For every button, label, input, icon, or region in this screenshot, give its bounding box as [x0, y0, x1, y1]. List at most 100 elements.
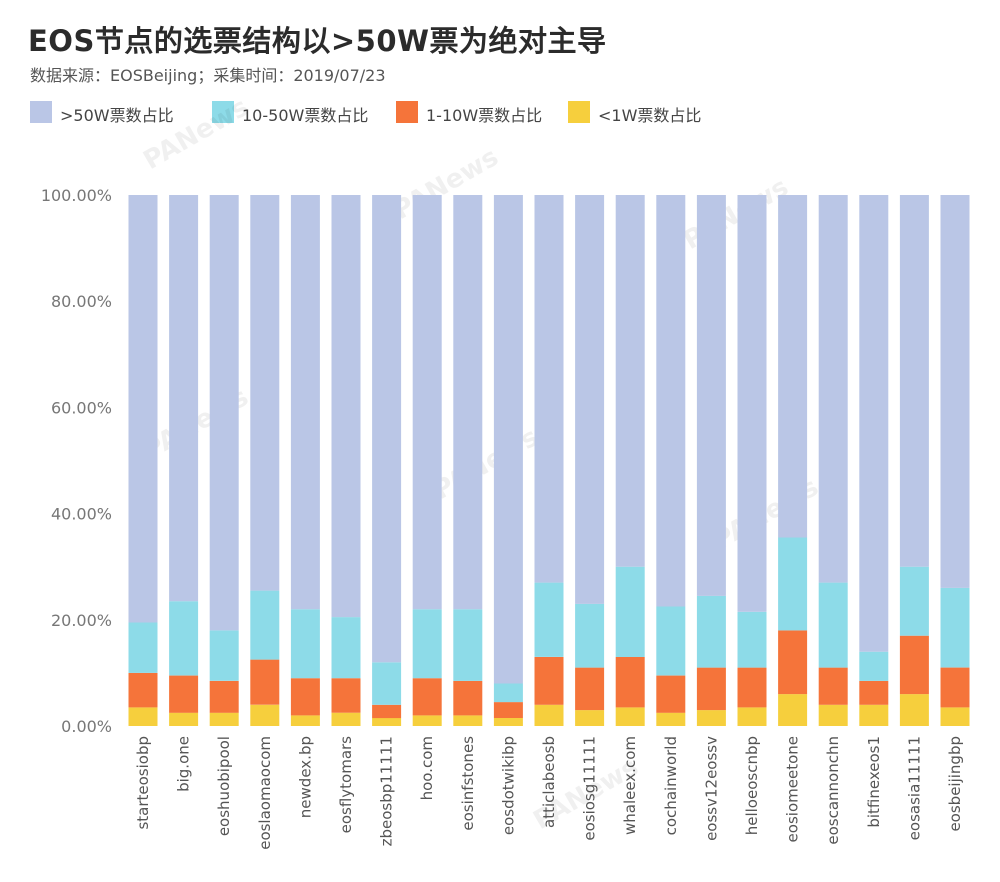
bar-segment — [331, 712, 361, 726]
legend-swatch-1-10w — [396, 101, 418, 123]
bar-segment — [250, 704, 280, 726]
watermark-text: PANews — [389, 142, 504, 226]
bar-segment — [615, 195, 645, 567]
x-tick-label: eosinfstones — [459, 736, 477, 831]
bar-segment — [290, 195, 320, 610]
bar-segment — [899, 694, 929, 726]
bar-segment — [250, 659, 280, 705]
bar-segment — [575, 195, 605, 604]
x-tick-label: eosbeijingbp — [946, 736, 964, 832]
y-tick-label: 20.00% — [51, 611, 112, 630]
legend-label-over-50w: >50W票数占比 — [60, 106, 174, 125]
bar-segment — [615, 566, 645, 657]
x-tick-label: eoscannonchn — [824, 736, 842, 845]
bar-segment — [778, 537, 808, 631]
bar-segment — [372, 704, 402, 719]
x-tick-label: atticlabeosb — [540, 736, 558, 828]
bar-segment — [534, 657, 564, 705]
x-tick-label: helloeoscnbp — [743, 736, 761, 835]
bar-segment — [737, 611, 767, 668]
bar-segment — [940, 707, 970, 726]
bar-segment — [696, 710, 726, 726]
bar-segment — [534, 195, 564, 583]
y-tick-label: 80.00% — [51, 292, 112, 311]
bar-segment — [331, 195, 361, 618]
bar-segment — [656, 606, 686, 676]
legend-swatch-10-50w — [212, 101, 234, 123]
bar-segment — [696, 195, 726, 596]
bar-segment — [453, 195, 483, 610]
bar-segment — [615, 657, 645, 708]
bar-segment — [615, 707, 645, 726]
bar-segment — [778, 195, 808, 538]
x-tick-label: whaleex.com — [621, 736, 639, 835]
bar-segment — [575, 603, 605, 668]
chart-title: EOS节点的选票结构以>50W票为绝对主导 — [28, 24, 607, 58]
bar-segment — [899, 566, 929, 636]
bar-segment — [453, 715, 483, 726]
bar-segment — [128, 707, 158, 726]
bar-segment — [453, 609, 483, 681]
bar-segment — [818, 704, 848, 726]
bar-segment — [453, 680, 483, 716]
bar-segment — [940, 667, 970, 708]
bar-segment — [940, 195, 970, 588]
bar-segment — [696, 667, 726, 711]
x-tick-label: eosiosg11111 — [581, 736, 599, 841]
watermark-text: PANews — [679, 172, 794, 256]
bar-segment — [290, 678, 320, 716]
y-tick-label: 40.00% — [51, 505, 112, 524]
bar-segment — [128, 622, 158, 673]
bar-segment — [169, 601, 199, 676]
bar-segment — [169, 712, 199, 726]
bar-segment — [331, 678, 361, 713]
x-tick-label: zbeosbp11111 — [378, 736, 396, 846]
bar-segment — [899, 195, 929, 567]
x-tick-label: eosflytomars — [337, 736, 355, 834]
bar-segment — [412, 195, 442, 610]
watermark-text: PANews — [429, 422, 544, 506]
bar-segment — [778, 630, 808, 695]
x-tick-label: eosiomeetone — [784, 736, 802, 842]
bar-segment — [209, 680, 239, 713]
legend-swatch-over-50w — [30, 101, 52, 123]
x-tick-label: bitfinexeos1 — [865, 736, 883, 828]
x-tick-label: eosdotwikibp — [499, 736, 517, 835]
bar-segment — [209, 195, 239, 631]
bar-segment — [737, 667, 767, 708]
bar-segment — [412, 609, 442, 679]
legend-swatch-under-1w — [568, 101, 590, 123]
bar-segment — [209, 712, 239, 726]
bar-segment — [899, 635, 929, 695]
x-tick-label: eoshuobipool — [215, 736, 233, 836]
bar-segment — [493, 718, 523, 726]
bar-segment — [331, 617, 361, 679]
x-tick-label: eossv12eossv — [702, 736, 720, 841]
bar-segment — [534, 582, 564, 657]
legend-label-1-10w: 1-10W票数占比 — [426, 106, 543, 125]
bar-segment — [290, 715, 320, 726]
legend-label-10-50w: 10-50W票数占比 — [242, 106, 369, 125]
bar-segment — [493, 195, 523, 684]
bar-segment — [250, 590, 280, 660]
watermark-text: PANews — [139, 92, 254, 176]
bar-segment — [534, 704, 564, 726]
x-tick-label: newdex.bp — [296, 736, 314, 818]
bar-segment — [818, 195, 848, 583]
bar-segment — [818, 667, 848, 705]
bar-segment — [859, 195, 889, 652]
bar-segment — [128, 672, 158, 708]
bar-segment — [818, 582, 848, 668]
x-tick-label: eoslaomaocom — [256, 736, 274, 850]
y-tick-label: 100.00% — [41, 186, 112, 205]
bar-segment — [372, 195, 402, 663]
bar-segment — [372, 718, 402, 726]
bar-segment — [737, 195, 767, 612]
bar-segment — [290, 609, 320, 679]
x-tick-label: big.one — [175, 736, 193, 792]
bar-segment — [656, 195, 686, 607]
bar-segment — [737, 707, 767, 726]
bar-segment — [696, 595, 726, 668]
x-tick-label: cochainworld — [662, 736, 680, 835]
